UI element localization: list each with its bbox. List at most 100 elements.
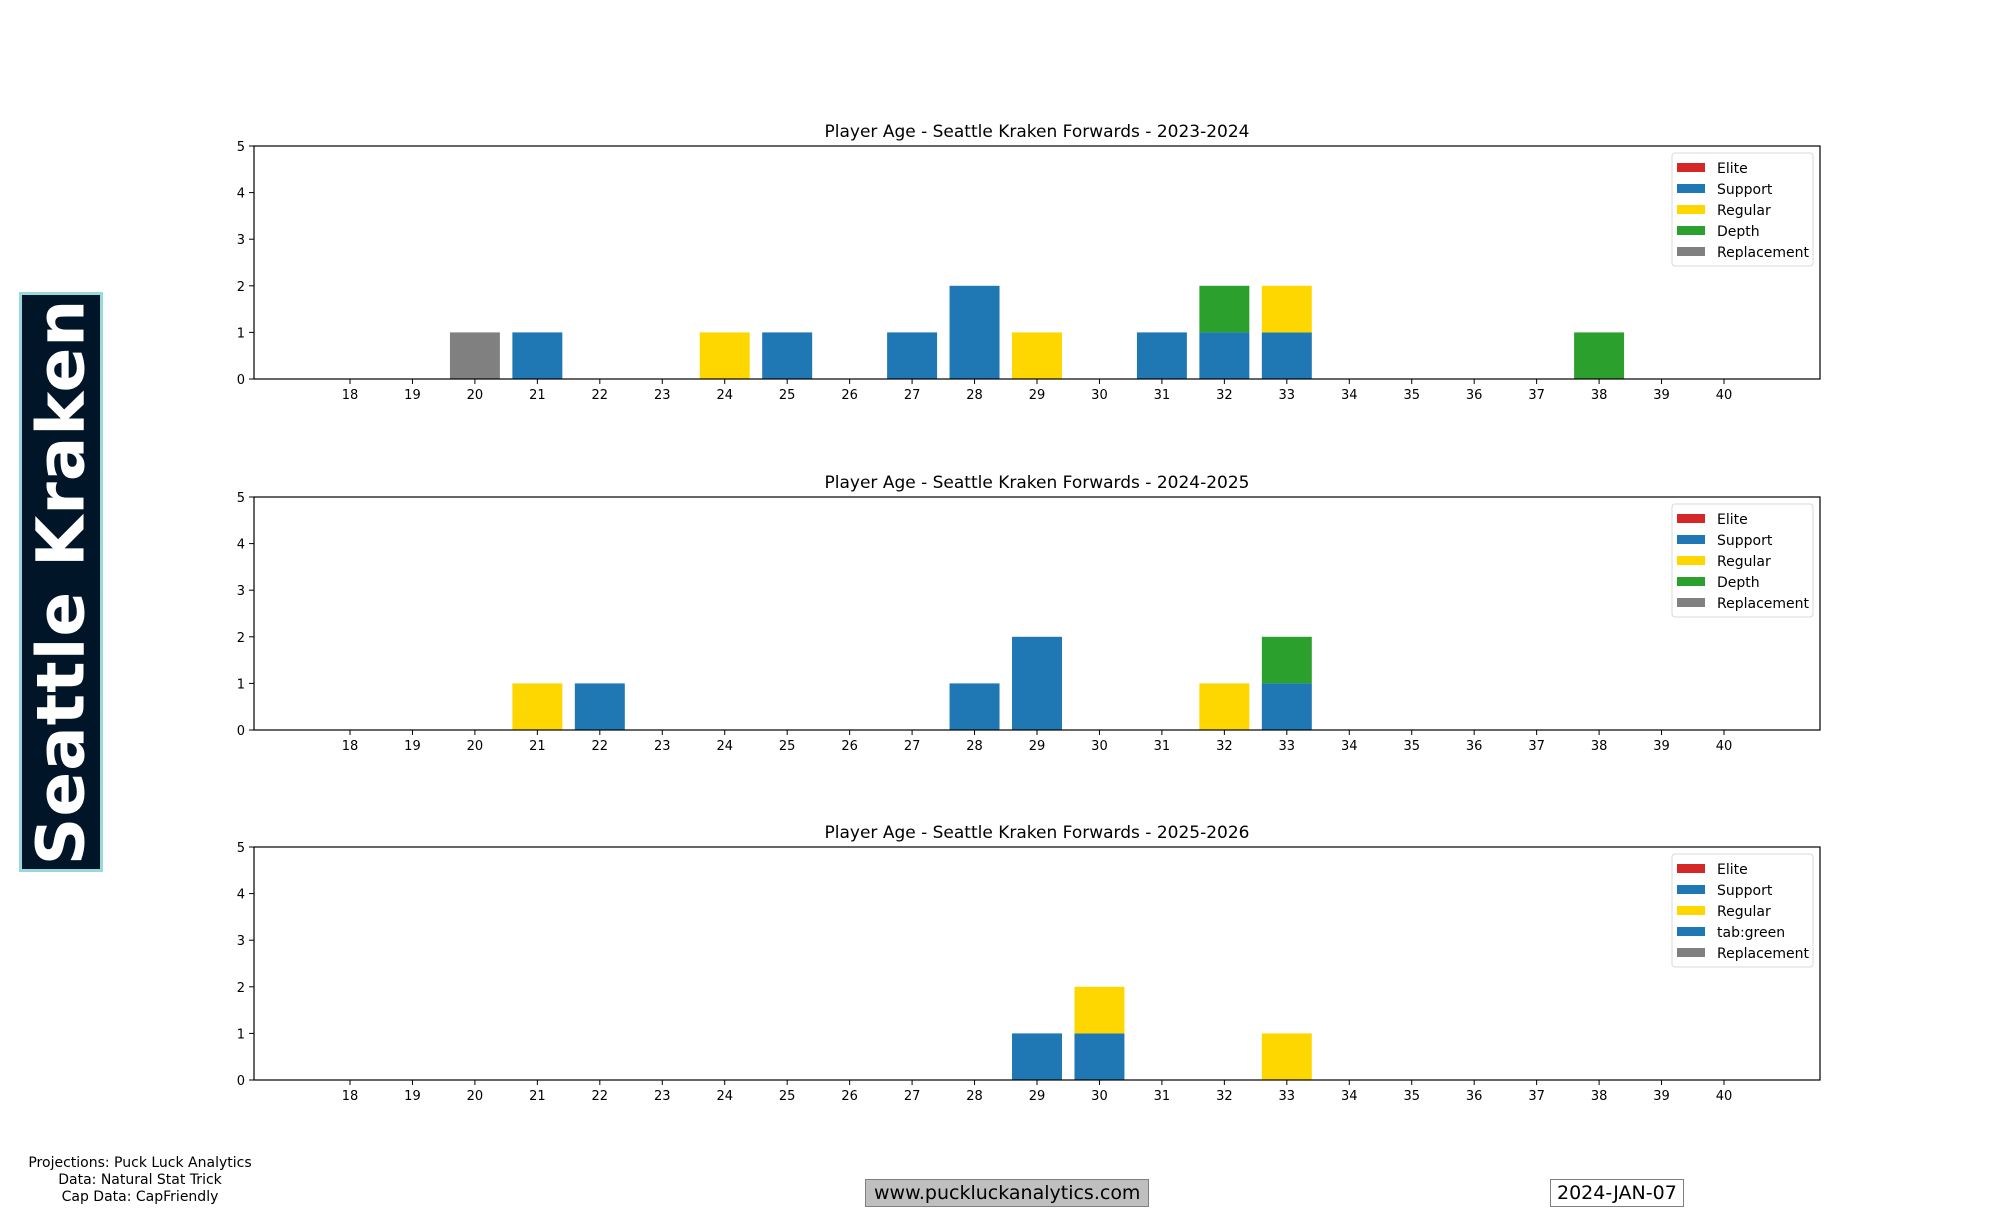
x-tick-label: 20 xyxy=(467,388,484,403)
bar-support-28 xyxy=(949,285,1000,379)
legend-swatch xyxy=(1677,205,1705,214)
x-tick-label: 28 xyxy=(966,388,983,403)
y-tick-label: 0 xyxy=(237,1074,245,1089)
y-tick-label: 1 xyxy=(237,677,245,692)
bar-support-21 xyxy=(512,332,563,379)
bar-replacement-20 xyxy=(449,332,500,379)
bar-support-33 xyxy=(1261,683,1312,730)
y-tick-label: 2 xyxy=(237,280,245,295)
credit-cap: Cap Data: CapFriendly xyxy=(61,1189,219,1205)
x-tick-label: 31 xyxy=(1154,1089,1171,1104)
legend: Elite Support Regular tab:green Replacement xyxy=(1671,853,1814,968)
x-tick-label: 36 xyxy=(1466,1089,1483,1104)
x-tick-label: 29 xyxy=(1029,388,1046,403)
x-tick-label: 32 xyxy=(1216,1089,1233,1104)
legend-swatch xyxy=(1677,948,1705,957)
legend-label: Replacement xyxy=(1717,245,1810,261)
bar-regular-33 xyxy=(1261,285,1312,333)
chart-2025-2026: Player Age - Seattle Kraken Forwards - 2… xyxy=(237,823,1821,1104)
x-tick-label: 39 xyxy=(1653,388,1670,403)
x-tick-label: 26 xyxy=(841,739,858,754)
legend-swatch xyxy=(1677,163,1705,172)
legend-swatch xyxy=(1677,598,1705,607)
x-tick-label: 21 xyxy=(529,739,546,754)
bar-support-30 xyxy=(1074,1033,1125,1080)
legend-swatch xyxy=(1677,226,1705,235)
y-tick-label: 3 xyxy=(237,233,245,248)
x-tick-label: 31 xyxy=(1154,739,1171,754)
y-tick-label: 0 xyxy=(237,724,245,739)
x-tick-label: 28 xyxy=(966,739,983,754)
y-tick-label: 1 xyxy=(237,326,245,341)
y-tick-label: 4 xyxy=(237,538,245,553)
x-tick-label: 30 xyxy=(1091,1089,1108,1104)
legend-swatch xyxy=(1677,577,1705,586)
x-tick-label: 21 xyxy=(529,1089,546,1104)
x-tick-label: 37 xyxy=(1528,388,1545,403)
legend-label: Elite xyxy=(1717,862,1748,878)
legend: Elite Support Regular Depth Replacement xyxy=(1671,503,1814,618)
x-tick-label: 36 xyxy=(1466,388,1483,403)
y-tick-label: 2 xyxy=(237,981,245,996)
x-tick-label: 29 xyxy=(1029,1089,1046,1104)
x-tick-label: 22 xyxy=(592,739,609,754)
x-tick-label: 23 xyxy=(654,388,671,403)
x-tick-label: 39 xyxy=(1653,1089,1670,1104)
bar-regular-30 xyxy=(1074,986,1125,1034)
x-tick-label: 34 xyxy=(1341,739,1358,754)
x-tick-label: 27 xyxy=(904,388,921,403)
bar-support-32 xyxy=(1199,332,1250,379)
legend-label: Replacement xyxy=(1717,596,1810,612)
legend-swatch xyxy=(1677,247,1705,256)
legend-swatch xyxy=(1677,514,1705,523)
y-tick-label: 4 xyxy=(237,187,245,202)
bar-support-29 xyxy=(1012,1033,1062,1080)
legend-swatch xyxy=(1677,885,1705,894)
x-tick-label: 24 xyxy=(716,739,733,754)
x-tick-label: 22 xyxy=(592,388,609,403)
x-tick-label: 32 xyxy=(1216,739,1233,754)
x-tick-label: 26 xyxy=(841,1089,858,1104)
legend-label: Elite xyxy=(1717,512,1748,528)
x-tick-label: 25 xyxy=(779,388,796,403)
y-tick-label: 3 xyxy=(237,584,245,599)
bar-regular-21 xyxy=(512,683,563,730)
x-tick-label: 25 xyxy=(779,739,796,754)
legend-label: Depth xyxy=(1717,575,1760,591)
x-tick-label: 35 xyxy=(1403,739,1420,754)
bar-regular-24 xyxy=(699,332,750,379)
team-label-banner: Seattle Kraken xyxy=(19,292,103,872)
x-tick-label: 37 xyxy=(1528,1089,1545,1104)
x-tick-label: 26 xyxy=(841,388,858,403)
credit-data: Data: Natural Stat Trick xyxy=(58,1172,222,1188)
x-tick-label: 35 xyxy=(1403,388,1420,403)
legend-label: Regular xyxy=(1717,904,1771,920)
y-tick-label: 5 xyxy=(237,841,245,856)
x-tick-label: 40 xyxy=(1716,388,1733,403)
x-tick-label: 20 xyxy=(467,739,484,754)
legend-swatch xyxy=(1677,556,1705,565)
x-tick-label: 28 xyxy=(966,1089,983,1104)
legend-label: Elite xyxy=(1717,161,1748,177)
x-tick-label: 33 xyxy=(1279,1089,1296,1104)
website-link[interactable]: www.puckluckanalytics.com xyxy=(865,1179,1150,1207)
x-tick-label: 30 xyxy=(1091,388,1108,403)
chart-2024-2025: Player Age - Seattle Kraken Forwards - 2… xyxy=(237,473,1821,754)
legend-label: Regular xyxy=(1717,203,1771,219)
legend-swatch xyxy=(1677,927,1705,936)
x-tick-label: 37 xyxy=(1528,739,1545,754)
legend-box xyxy=(1671,152,1814,267)
legend-box xyxy=(1671,853,1814,968)
x-tick-label: 33 xyxy=(1279,739,1296,754)
date-label: 2024-JAN-07 xyxy=(1550,1179,1684,1207)
x-tick-label: 20 xyxy=(467,1089,484,1104)
y-tick-label: 5 xyxy=(237,140,245,155)
bar-support-31 xyxy=(1136,332,1187,379)
bar-support-29 xyxy=(1012,636,1062,730)
x-tick-label: 25 xyxy=(779,1089,796,1104)
y-tick-label: 0 xyxy=(237,373,245,388)
y-tick-label: 5 xyxy=(237,491,245,506)
legend-box xyxy=(1671,503,1814,618)
x-tick-label: 32 xyxy=(1216,388,1233,403)
chart-title: Player Age - Seattle Kraken Forwards - 2… xyxy=(825,823,1250,843)
